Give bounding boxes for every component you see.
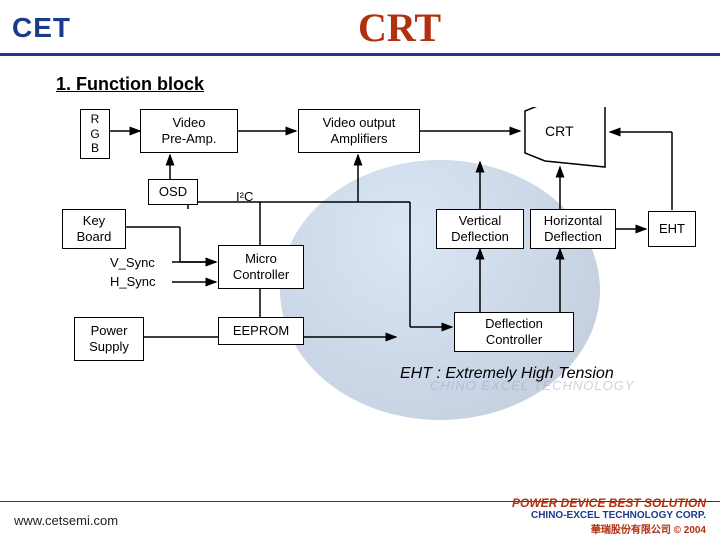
footer-line2: CHINO-EXCEL TECHNOLOGY CORP.: [512, 510, 706, 521]
page-title: CRT: [91, 4, 708, 51]
vsync-label: V_Sync: [110, 255, 155, 270]
micro-controller-box: Micro Controller: [218, 245, 304, 289]
hsync-label: H_Sync: [110, 274, 156, 289]
g-label: G: [90, 127, 99, 141]
eht-note: EHT : Extremely High Tension: [400, 365, 614, 383]
header: CET CRT: [0, 0, 720, 56]
logo-text: CET: [12, 12, 71, 43]
footer-url: www.cetsemi.com: [14, 513, 118, 528]
eht-box: EHT: [648, 211, 696, 247]
eeprom-box: EEPROM: [218, 317, 304, 345]
rgb-inputs: R G B: [80, 109, 110, 159]
video-preamp-box: Video Pre-Amp.: [140, 109, 238, 153]
deflection-controller-box: Deflection Controller: [454, 312, 574, 352]
i2c-label: I²C: [236, 189, 253, 204]
vertical-deflection-box: Vertical Deflection: [436, 209, 524, 249]
osd-box: OSD: [148, 179, 198, 205]
r-label: R: [91, 112, 100, 126]
footer-right: POWER DEVICE BEST SOLUTION CHINO-EXCEL T…: [512, 496, 706, 536]
video-output-box: Video output Amplifiers: [298, 109, 420, 153]
section-label: 1. Function block: [56, 74, 720, 95]
footer-line3: 華瑞股份有限公司 © 2004: [512, 521, 706, 536]
b-label: B: [91, 141, 99, 155]
horizontal-deflection-box: Horizontal Deflection: [530, 209, 616, 249]
power-supply-box: Power Supply: [74, 317, 144, 361]
function-block-diagram: R G B Video Pre-Amp. Video output Amplif…: [0, 107, 720, 447]
crt-label: CRT: [545, 123, 574, 139]
footer-line1: POWER DEVICE BEST SOLUTION: [512, 496, 706, 510]
logo: CET: [12, 12, 71, 44]
keyboard-box: Key Board: [62, 209, 126, 249]
